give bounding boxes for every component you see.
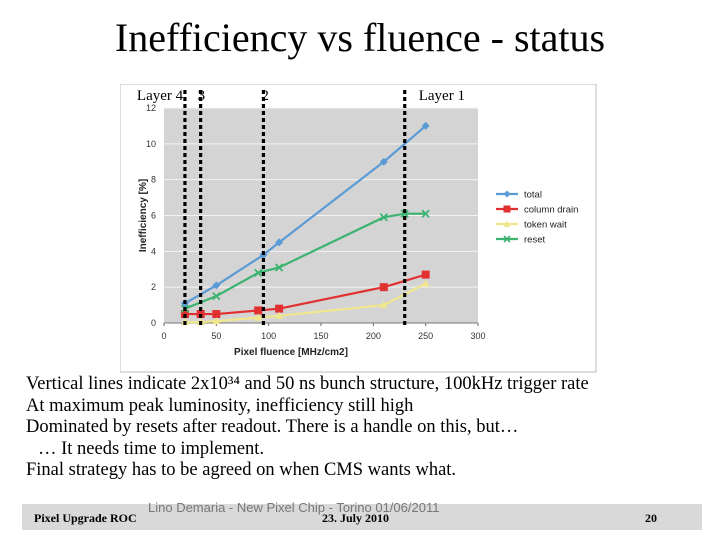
bullet-4: … It needs time to implement. <box>38 438 265 459</box>
data-point-token-wait <box>212 317 221 325</box>
data-point-total <box>421 121 430 130</box>
data-point-token-wait <box>275 311 284 319</box>
series-line-total <box>184 125 427 305</box>
x-axis-title: Pixel fluence [MHz/cm2] <box>234 347 348 358</box>
data-point-column-drain <box>212 310 221 319</box>
x-tick-label: 100 <box>261 331 276 341</box>
line-chart: 0 2 4 6 8 10 12 0 50 100 150 200 250 300 Pixel fluence… <box>120 84 597 373</box>
bullet-2: At maximum peak luminosity, inefficiency… <box>26 395 414 416</box>
data-point-column-drain <box>254 306 263 315</box>
y-tick-label: 4 <box>151 246 156 256</box>
bullet-1: Vertical lines indicate 2x10³⁴ and 50 ns… <box>26 374 589 394</box>
data-point-reset <box>254 268 263 277</box>
y-tick-label: 10 <box>146 139 156 149</box>
x-tick-label: 50 <box>211 331 221 341</box>
data-point-column-drain <box>379 283 388 292</box>
y-axis-title: Inefficiency [%] <box>138 179 149 252</box>
y-tick-label: 6 <box>151 211 156 221</box>
slide-title: Inefficiency vs fluence - status <box>114 15 606 60</box>
x-tick-label: 300 <box>470 331 485 341</box>
data-point-column-drain <box>275 304 284 313</box>
x-tick-label: 200 <box>366 331 381 341</box>
data-point-reset <box>421 209 430 218</box>
y-tick-label: 0 <box>151 318 156 328</box>
chart-area: 0 2 4 6 8 10 12 0 50 100 150 200 250 300 Pixel fluence… <box>120 84 600 374</box>
x-tick-label: 0 <box>161 331 166 341</box>
legend-label: reset <box>524 235 545 246</box>
footer-date: 23. July 2010 <box>322 511 390 525</box>
legend-marker <box>503 205 511 213</box>
bullet-5: Final strategy has to be agreed on when … <box>26 460 457 480</box>
data-point-total <box>275 238 284 247</box>
vertical-marker-label: 2 <box>261 88 269 104</box>
data-point-reset <box>379 213 388 222</box>
legend-marker <box>503 190 511 198</box>
data-point-reset <box>400 209 409 218</box>
y-tick-label: 8 <box>151 175 156 185</box>
footer-left-text: Pixel Upgrade ROC <box>34 511 137 525</box>
data-point-token-wait <box>421 279 430 287</box>
footer-bar <box>22 504 702 530</box>
legend-label: token wait <box>524 220 567 231</box>
data-point-token-wait <box>379 301 388 309</box>
footer-page-number: 20 <box>645 511 657 525</box>
legend-label: total <box>524 190 542 201</box>
data-point-column-drain <box>421 270 430 279</box>
data-point-reset <box>212 291 221 301</box>
presenter-overlay-text: Lino Demaria - New Pixel Chip - Torino 0… <box>148 500 440 515</box>
data-point-total <box>379 157 388 166</box>
bullet-3: Dominated by resets after readout. There… <box>26 417 519 437</box>
data-point-token-wait <box>254 313 263 321</box>
vertical-marker-label: Layer 1 <box>419 88 465 104</box>
vertical-marker-label: 3 <box>198 88 206 104</box>
x-tick-label: 250 <box>418 331 433 341</box>
vertical-marker-label: Layer 4 <box>137 88 184 104</box>
data-point-reset <box>274 263 284 272</box>
y-tick-label: 12 <box>146 103 156 113</box>
y-tick-label: 2 <box>151 282 156 292</box>
legend-marker <box>503 220 511 227</box>
bullet-list: Vertical lines indicate 2x10³⁴ and 50 ns… <box>26 374 716 482</box>
x-tick-label: 150 <box>313 331 328 341</box>
legend-marker <box>503 235 511 243</box>
legend-label: column drain <box>524 205 578 216</box>
data-point-total <box>212 281 221 290</box>
